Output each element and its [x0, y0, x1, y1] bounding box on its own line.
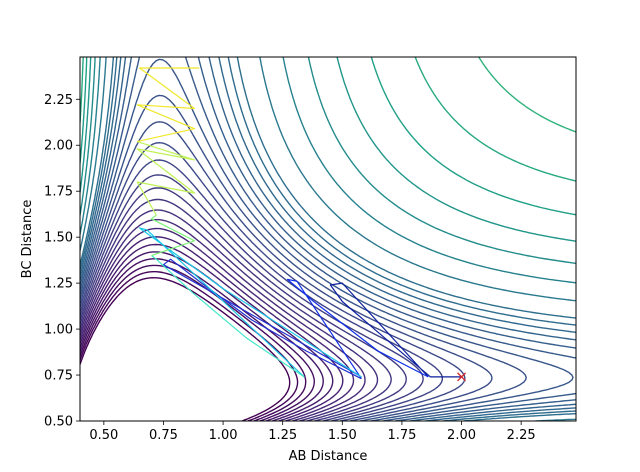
y-axis-label: BC Distance: [20, 200, 35, 279]
trajectory-segment: [329, 282, 462, 378]
trajectory-segment: [150, 214, 196, 257]
x-tick-label: 2.25: [507, 428, 536, 443]
trajectory-lines: [136, 67, 462, 380]
x-axis-label: AB Distance: [289, 449, 368, 464]
contour-level-line: [80, 57, 576, 421]
trajectory-segment: [286, 278, 429, 380]
x-tick-label: 2.00: [447, 428, 476, 443]
start-marker: [457, 372, 466, 382]
y-tick-label: 1.00: [44, 323, 73, 338]
trajectory-segment: [151, 255, 305, 378]
contour-level-line: [80, 57, 576, 421]
y-tick-label: 2.00: [44, 139, 73, 154]
y-tick-label: 2.25: [44, 93, 73, 108]
plot-frame: [79, 56, 577, 422]
trajectory-segment: [139, 227, 362, 378]
contour-level-line: [478, 57, 576, 133]
y-tick-label: 0.50: [44, 415, 73, 430]
x-tick-label: 1.75: [387, 428, 416, 443]
trajectory-segment: [136, 141, 196, 216]
x-tick-label: 1.00: [209, 428, 238, 443]
contour-level-line: [80, 57, 576, 242]
y-tick-label: 1.50: [44, 231, 73, 246]
trajectory-segment: [136, 67, 200, 143]
marker-stroke: [457, 372, 466, 382]
x-tick-label: 1.50: [328, 428, 357, 443]
y-axis-ticks: 0.50 0.75 1.00 1.25 1.50 1.75 2.00 2.25: [44, 93, 80, 430]
x-tick-label: 1.25: [268, 428, 297, 443]
x-tick-label: 0.50: [89, 428, 118, 443]
y-tick-label: 0.75: [44, 369, 73, 384]
y-tick-label: 1.75: [44, 185, 73, 200]
contour-level-line: [80, 277, 291, 421]
trajectory-segment: [162, 258, 362, 380]
y-tick-label: 1.25: [44, 277, 73, 292]
x-axis-ticks: 0.50 0.75 1.00 1.25 1.50 1.75 2.00 2.25: [89, 421, 536, 443]
plot-background: [80, 57, 576, 421]
x-tick-label: 0.75: [149, 428, 178, 443]
